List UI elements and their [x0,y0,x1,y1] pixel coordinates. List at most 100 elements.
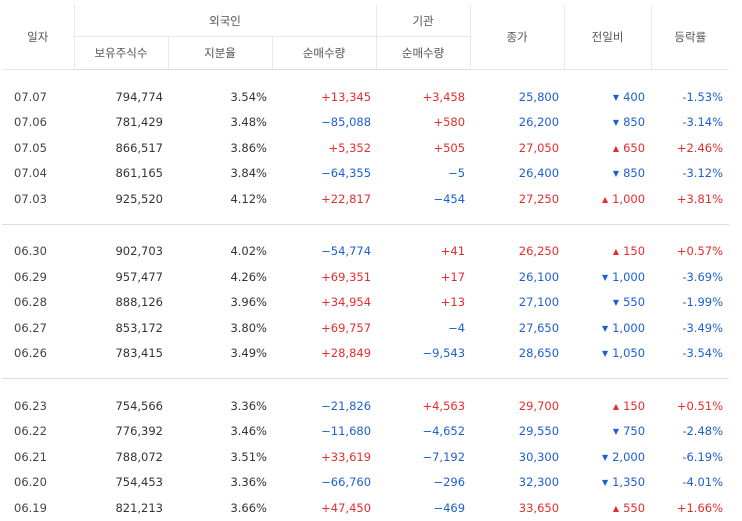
close-cell: 33,650 [518,500,560,515]
holding-cell: 821,213 [115,500,163,515]
close-cell: 29,550 [518,424,560,439]
date-cell: 06.29 [14,269,47,284]
table-row: 06.30 902,703 4.02% −54,774 +41 26,250 ▲ 150 +0.… [2,239,729,265]
share-cell: 3.36% [230,398,267,413]
down-triangle-icon: ▼ [612,298,620,308]
down-triangle-icon: ▼ [601,272,609,282]
rate-cell: -2.48% [682,424,724,439]
foreign-net-cell: −85,088 [321,115,372,130]
change-cell: ▲ 1,000 [564,186,651,212]
up-triangle-icon: ▲ [612,401,620,411]
change-cell: ▼ 400 [564,84,651,110]
header-institution: 기관 [375,5,471,37]
change-value: 150 [623,398,646,413]
share-cell: 3.66% [230,500,267,515]
down-triangle-icon: ▼ [612,92,620,102]
change-value: 400 [623,89,646,104]
rate-cell: -3.54% [682,346,724,361]
close-cell: 25,800 [518,89,560,104]
down-triangle-icon: ▼ [612,427,620,437]
down-triangle-icon: ▼ [601,323,609,333]
close-cell: 28,650 [518,346,560,361]
foreign-net-cell: +69,757 [321,320,372,335]
foreign-net-cell: −64,355 [321,166,372,181]
table-row: 07.07 794,774 3.54% +13,345 +3,458 25,800 ▼ 400… [2,84,729,110]
share-cell: 3.48% [230,115,267,130]
table-row: 06.27 853,172 3.80% +69,757 −4 27,650 ▼ 1,000 -3… [2,315,729,341]
institution-net-cell: −5 [448,166,466,181]
change-value: 1,000 [612,269,646,284]
table-row: 07.03 925,520 4.12% +22,817 −454 27,250 ▲ 1,000… [2,186,729,212]
change-value: 1,050 [612,346,646,361]
institution-net-cell: +3,458 [422,89,466,104]
header-change: 전일비 [563,5,652,70]
holding-cell: 754,453 [115,475,163,490]
change-value: 1,000 [612,320,646,335]
table-body: 07.07 794,774 3.54% +13,345 +3,458 25,800 ▼ 400… [2,70,730,521]
holding-cell: 783,415 [115,346,163,361]
change-value: 2,000 [612,449,646,464]
institution-net-cell: +505 [433,140,466,155]
holding-cell: 853,172 [115,320,163,335]
share-cell: 4.02% [230,244,267,259]
change-cell: ▼ 850 [564,161,651,187]
foreign-net-cell: +22,817 [321,191,372,206]
group-spacer [2,70,729,85]
close-cell: 27,250 [518,191,560,206]
rate-cell: +0.51% [676,398,724,413]
date-cell: 06.19 [14,500,47,515]
holding-cell: 866,517 [115,140,163,155]
institution-net-cell: +41 [440,244,466,259]
foreign-net-cell: +28,849 [321,346,372,361]
header-net-institution: 순매수량 [375,36,471,70]
rate-cell: +0.57% [676,244,724,259]
date-cell: 07.05 [14,140,47,155]
close-cell: 26,200 [518,115,560,130]
change-value: 550 [623,500,646,515]
holding-cell: 781,429 [115,115,163,130]
table-header: 일자 외국인 기관 종가 전일비 등락률 보유주식수 지분율 순매수량 순매수량 [2,5,730,70]
institution-net-cell: −469 [433,500,466,515]
holding-cell: 754,566 [115,398,163,413]
share-cell: 3.96% [230,295,267,310]
change-value: 850 [623,115,646,130]
up-triangle-icon: ▲ [612,247,620,257]
date-cell: 06.22 [14,424,47,439]
header-rate: 등락률 [650,5,730,70]
change-cell: ▼ 550 [564,290,651,316]
change-cell: ▲ 550 [564,495,651,521]
change-cell: ▼ 1,050 [564,341,651,367]
table-row: 07.04 861,165 3.84% −64,355 −5 26,400 ▼ 850 -3.1… [2,161,729,187]
up-triangle-icon: ▲ [612,503,620,513]
change-value: 550 [623,295,646,310]
close-cell: 32,300 [518,475,560,490]
rate-cell: +2.46% [676,140,724,155]
change-value: 150 [623,244,646,259]
header-foreign: 외국인 [73,5,377,37]
table-row: 06.19 821,213 3.66% +47,450 −469 33,650 ▲ 550 +1… [2,495,729,521]
rate-cell: -3.12% [682,166,724,181]
down-triangle-icon: ▼ [612,169,620,179]
institution-net-cell: +580 [433,115,466,130]
up-triangle-icon: ▲ [601,194,609,204]
holding-cell: 794,774 [115,89,163,104]
down-triangle-icon: ▼ [601,349,609,359]
foreign-net-cell: −21,826 [321,398,372,413]
rate-cell: -1.99% [682,295,724,310]
group-divider [2,211,730,225]
group-spacer [2,224,729,239]
holding-cell: 957,477 [115,269,163,284]
trading-table: 일자 외국인 기관 종가 전일비 등락률 보유주식수 지분율 순매수량 순매수량… [2,5,730,521]
date-cell: 06.21 [14,449,47,464]
institution-net-cell: +4,563 [422,398,466,413]
close-cell: 27,100 [518,295,560,310]
down-triangle-icon: ▼ [612,118,620,128]
change-value: 1,000 [612,191,646,206]
change-cell: ▼ 850 [564,110,651,136]
close-cell: 26,400 [518,166,560,181]
share-cell: 3.80% [230,320,267,335]
change-cell: ▼ 750 [564,419,651,445]
change-cell: ▲ 150 [564,393,651,419]
holding-cell: 776,392 [115,424,163,439]
institution-net-cell: +17 [440,269,466,284]
